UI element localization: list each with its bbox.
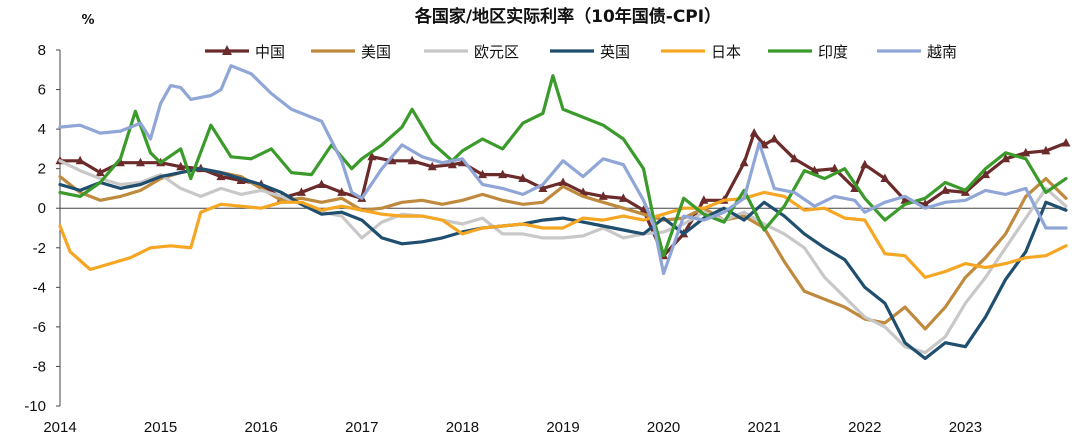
y-tick-label: 6 [38,82,46,99]
x-tick-label: 2015 [144,419,177,436]
series-marker [850,183,860,192]
series-marker [367,151,377,161]
series-marker [498,169,508,179]
series-marker [478,169,488,179]
series-marker [880,173,890,183]
y-tick-label: 0 [38,200,46,217]
series-marker [1041,145,1051,155]
x-tick-label: 2017 [345,419,378,436]
y-tick-label: -10 [24,398,46,415]
series-marker [176,161,186,171]
series-marker [296,187,306,196]
legend-marker [222,45,232,55]
series-marker [95,167,105,177]
series-marker [216,171,226,181]
x-tick-label: 2020 [647,419,680,436]
x-tick-label: 2023 [949,419,982,436]
series-marker [618,193,628,202]
axes: -10 -8 -6 -4 -2 0 2 4 6 8 2014 2015 2016 2017 2018 2019… [24,42,1066,436]
y-tick-label: 4 [38,121,46,138]
series-marker [860,159,870,169]
series-marker [789,153,799,163]
legend-label-3: 英国 [600,43,630,61]
series-marker [447,159,457,169]
series-marker [940,185,950,194]
series-marker [337,187,347,196]
series-marker [135,157,145,167]
x-tick-label: 2018 [446,419,479,436]
series-marker [518,173,528,183]
series-line-6 [58,64,1068,276]
legend: 中国 美国 欧元区 英国 日本 印度 越南 [205,43,957,61]
series-marker [598,191,608,200]
series-marker [900,195,910,204]
series-marker [739,157,749,167]
series-line-0 [58,131,1068,258]
series-marker [1061,137,1071,147]
legend-label-0: 中国 [255,43,285,61]
legend-label-1: 美国 [361,43,391,61]
y-tick-label: -8 [33,358,46,375]
y-axis-unit: % [81,13,94,28]
series-line-3 [58,167,1068,361]
x-tick-label: 2021 [748,419,781,436]
series-marker [407,155,417,165]
series-marker [1001,153,1011,163]
legend-label-2: 欧元区 [474,43,519,61]
series-marker [317,179,327,188]
x-tick-label: 2014 [43,419,76,436]
chart-title: 各国家/地区实际利率（10年国债-CPI） [414,6,721,27]
series-marker [769,134,779,143]
y-tick-label: -2 [33,240,46,257]
series-marker [558,177,568,187]
legend-label-4: 日本 [711,43,741,61]
series-marker [115,157,125,167]
series-group [55,64,1071,361]
series-marker [1021,147,1031,157]
series-line-4 [58,190,1068,279]
series-line-5 [58,74,1068,258]
series-marker [830,163,840,173]
series-line-2 [58,159,1068,355]
series-marker [749,128,759,137]
series-marker [538,183,548,192]
legend-label-6: 越南 [927,43,957,61]
series-marker [427,161,437,171]
series-marker [981,169,991,179]
series-marker [699,195,709,204]
x-tick-label: 2016 [245,419,278,436]
y-tick-label: 8 [38,42,46,59]
y-tick-label: -4 [33,279,46,296]
x-tick-label: 2019 [546,419,579,436]
y-tick-label: 2 [38,161,46,178]
series-marker [638,205,648,214]
y-tick-label: -6 [33,319,46,336]
series-marker [387,155,397,165]
series-marker [75,155,85,165]
x-tick-label: 2022 [848,419,881,436]
legend-label-5: 印度 [818,43,848,61]
